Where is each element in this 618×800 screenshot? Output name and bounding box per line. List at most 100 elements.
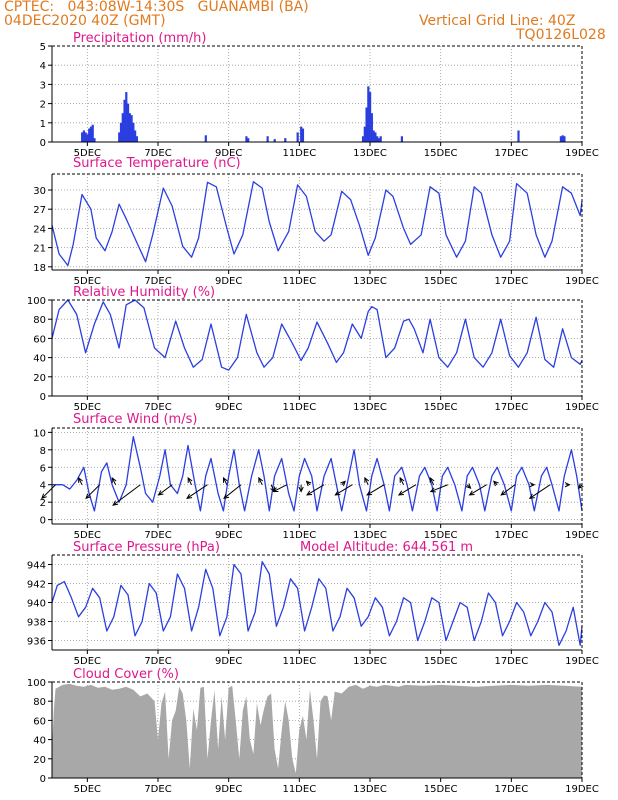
precipitation-xtick-label: 15DEC bbox=[424, 148, 458, 159]
wind-arrow bbox=[399, 476, 405, 485]
wind-arrow-head bbox=[222, 476, 228, 483]
humidity-xtick-label: 19DEC bbox=[565, 402, 599, 413]
wind-arrow-head bbox=[465, 483, 472, 489]
humidity-xtick-label: 5DEC bbox=[74, 402, 101, 413]
precip-bar bbox=[82, 130, 85, 142]
wind-arrow bbox=[364, 476, 370, 485]
pressure-xtick-label: 17DEC bbox=[494, 656, 528, 667]
wind-arrow-shaft bbox=[187, 477, 193, 485]
humidity-title: Relative Humidity (%) bbox=[73, 285, 215, 300]
wind-arrow-head bbox=[298, 486, 304, 493]
temperature-plot: 18 21 24 27 30 5DEC 7DEC 9DEC 11DEC 13DEC 15DEC 17D… bbox=[33, 173, 599, 287]
wind-arrow-head bbox=[500, 490, 507, 496]
precipitation-ytick-label: 2 bbox=[40, 100, 46, 111]
humidity-xtick-label: 17DEC bbox=[494, 402, 528, 413]
wind-arrow-head bbox=[41, 493, 47, 500]
wind-arrow bbox=[340, 480, 346, 487]
wind-arrow-head bbox=[577, 483, 584, 489]
temperature-ytick-label: 18 bbox=[33, 263, 46, 274]
humidity-ytick-label: 0 bbox=[40, 392, 46, 403]
wind-xtick-label: 19DEC bbox=[565, 530, 599, 541]
temperature-xtick-label: 11DEC bbox=[282, 276, 316, 287]
wind-arrow-head bbox=[186, 493, 193, 499]
wind-ytick-label: 8 bbox=[40, 446, 46, 457]
humidity-xtick-label: 13DEC bbox=[353, 402, 387, 413]
cloud-cover-xtick-label: 5DEC bbox=[74, 784, 101, 795]
wind-arrow bbox=[305, 480, 312, 487]
temperature-ytick-label: 30 bbox=[33, 186, 46, 197]
wind-arrow-head bbox=[334, 490, 341, 496]
precip-bar bbox=[284, 138, 287, 142]
precip-bar bbox=[379, 136, 382, 142]
wind-xtick-label: 17DEC bbox=[494, 530, 528, 541]
precip-bar bbox=[86, 134, 89, 142]
wind-arrow-shaft bbox=[223, 484, 242, 499]
precip-bar bbox=[126, 103, 130, 142]
precipitation-xtick-label: 17DEC bbox=[494, 148, 528, 159]
wind-arrow-head bbox=[492, 480, 499, 487]
wind-arrow bbox=[111, 476, 117, 485]
wind-arrow-head bbox=[364, 476, 370, 483]
precip-bar bbox=[363, 126, 366, 142]
wind-arrow bbox=[334, 484, 353, 496]
precip-bar bbox=[245, 136, 248, 142]
precipitation-xtick-label: 13DEC bbox=[353, 148, 387, 159]
wind-arrow-head bbox=[399, 476, 405, 483]
precip-bar bbox=[247, 138, 250, 142]
wind-xtick-label: 13DEC bbox=[353, 530, 387, 541]
humidity-xtick-label: 7DEC bbox=[144, 402, 171, 413]
cloud-cover-ytick-label: 60 bbox=[33, 716, 46, 727]
precip-bar bbox=[123, 99, 126, 142]
humidity-ytick-label: 20 bbox=[33, 373, 46, 384]
wind-arrow bbox=[298, 484, 304, 493]
panel-precipitation: Precipitation (mm/h) 0 1 2 3 4 5 5DEC 7DEC 9DEC 1… bbox=[40, 31, 599, 159]
wind-arrow bbox=[306, 484, 325, 496]
precip-bar bbox=[93, 138, 96, 142]
wind-arrow-shaft bbox=[273, 484, 288, 492]
pressure-ytick-label: 940 bbox=[27, 599, 46, 610]
wind-arrow-head bbox=[258, 476, 264, 483]
wind-arrow-shaft bbox=[500, 484, 516, 496]
pressure-ytick-label: 938 bbox=[27, 618, 46, 629]
wind-arrow-shaft bbox=[78, 477, 83, 485]
humidity-series-line bbox=[51, 299, 583, 371]
humidity-xtick-label: 15DEC bbox=[424, 402, 458, 413]
wind-arrow bbox=[41, 484, 56, 500]
pressure-xtick-label: 11DEC bbox=[282, 656, 316, 667]
precip-bar bbox=[91, 124, 94, 142]
wind-xtick-label: 5DEC bbox=[74, 530, 101, 541]
wind-arrow-head bbox=[529, 482, 536, 488]
wind-arrow-head bbox=[85, 493, 91, 500]
wind-xtick-label: 15DEC bbox=[424, 530, 458, 541]
precip-bar bbox=[135, 136, 138, 142]
wind-arrow-head bbox=[187, 476, 193, 483]
wind-arrow-shaft bbox=[469, 484, 487, 496]
wind-arrow-head bbox=[397, 490, 404, 496]
cloud-cover-xtick-label: 11DEC bbox=[282, 784, 316, 795]
precip-bar bbox=[563, 136, 566, 142]
wind-arrow-head bbox=[78, 476, 83, 483]
wind-arrow-head bbox=[528, 493, 535, 499]
cloud-cover-xtick-label: 9DEC bbox=[215, 784, 242, 795]
temperature-xtick-label: 15DEC bbox=[424, 276, 458, 287]
wind-arrow bbox=[272, 484, 288, 493]
wind-arrow-head bbox=[111, 476, 117, 483]
pressure-xtick-label: 7DEC bbox=[144, 656, 171, 667]
wind-ytick-label: 0 bbox=[40, 516, 46, 527]
wind-arrow-shaft bbox=[41, 484, 56, 499]
wind-arrow-shaft bbox=[158, 484, 173, 496]
precipitation-xtick-label: 5DEC bbox=[74, 148, 101, 159]
wind-arrow-shaft bbox=[112, 484, 141, 506]
precipitation-ytick-label: 0 bbox=[40, 138, 46, 149]
cloud-cover-ytick-label: 100 bbox=[27, 678, 46, 689]
precip-bar bbox=[84, 132, 87, 142]
header-model: TQ0126L028 bbox=[516, 27, 606, 43]
panel-cloud-cover: Cloud Cover (%) 0 20 40 60 80 100 5DEC 7DEC 9DEC… bbox=[27, 667, 599, 795]
precip-bar bbox=[130, 115, 133, 142]
temperature-title: Surface Temperature (nC) bbox=[73, 156, 241, 171]
precipitation-xtick-label: 7DEC bbox=[144, 148, 171, 159]
wind-plot: 0 2 4 6 8 10 5DEC 7DEC 9DEC 11DEC 13DEC 15DEC 17DEC 1… bbox=[33, 427, 599, 541]
wind-arrow-shaft bbox=[399, 477, 405, 485]
cloud-cover-ytick-label: 20 bbox=[33, 755, 46, 766]
pressure-xtick-label: 5DEC bbox=[74, 656, 101, 667]
